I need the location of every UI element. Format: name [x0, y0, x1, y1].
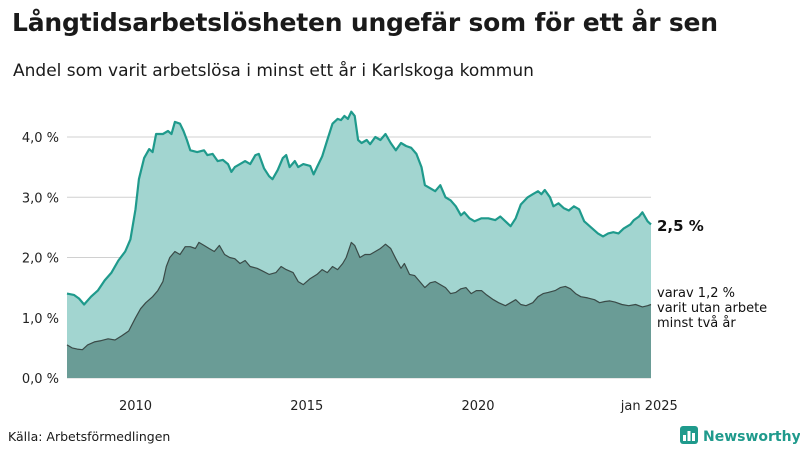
- brand-name: Newsworthy: [703, 429, 800, 445]
- y-tick-label: 4,0 %: [22, 131, 59, 146]
- series-total-end-label: 2,5 %: [657, 217, 704, 235]
- y-tick-label: 2,0 %: [22, 252, 59, 267]
- series-long-term-line: [66, 241, 652, 351]
- series-areas: [66, 110, 652, 378]
- chart-title: Långtidsarbetslösheten ungefär som för e…: [12, 8, 718, 37]
- y-tick-label: 3,0 %: [22, 191, 59, 206]
- series-long-term-end-label: varit utan arbete: [657, 301, 767, 316]
- series-long-term-end-label: minst två år: [657, 316, 736, 331]
- series-long-term-end-label: varav 1,2 %: [657, 286, 735, 301]
- newsworthy-logo-icon: [680, 426, 698, 448]
- y-tick-label: 1,0 %: [22, 312, 59, 327]
- x-tick-label: 2020: [461, 399, 494, 414]
- x-tick-label: 2010: [119, 399, 152, 414]
- x-tick-label: 2015: [290, 399, 323, 414]
- series-long-term-area: [67, 242, 651, 378]
- axis-labels: 0,0 % 1,0 % 2,0 % 3,0 % 4,0 % 2010 2015 2020 jan…: [22, 131, 678, 414]
- brand-logo[interactable]: Newsworthy: [680, 426, 800, 448]
- series-total-line: [66, 110, 652, 306]
- chart-subtitle: Andel som varit arbetslösa i minst ett å…: [13, 61, 534, 81]
- x-tick-label: jan 2025: [620, 399, 678, 414]
- source-note: Källa: Arbetsförmedlingen: [8, 429, 171, 444]
- y-tick-label: 0,0 %: [22, 372, 59, 387]
